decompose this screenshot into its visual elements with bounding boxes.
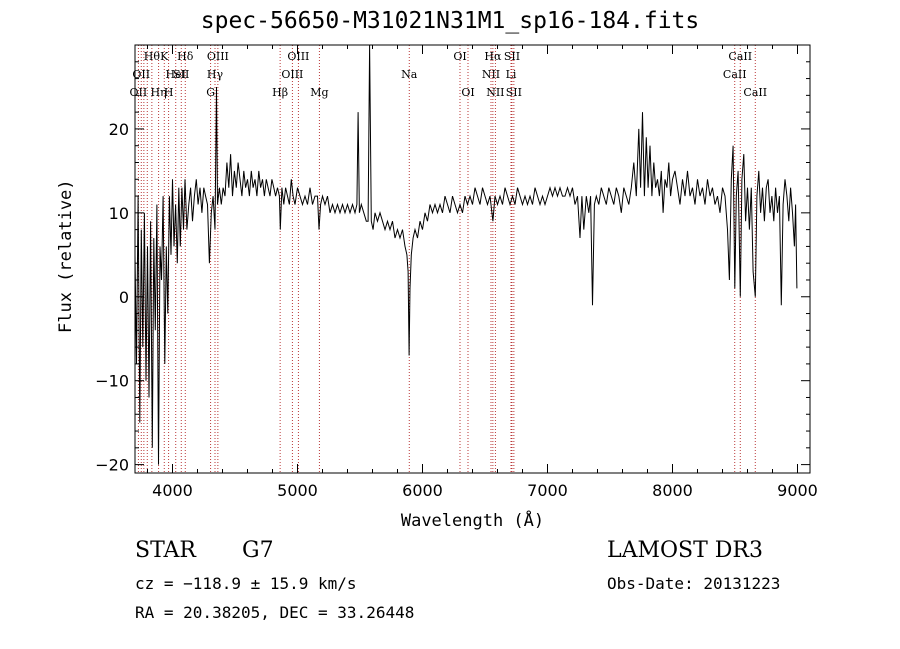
line-marker-label: HeI bbox=[166, 68, 186, 81]
y-tick-label: −10 bbox=[95, 372, 129, 391]
line-marker-label: Hθ bbox=[144, 50, 161, 63]
spectral-line-labels: OIIOIIHθHηKHHeISIIHδGHγOIIIHβOIIIOIIIMgN… bbox=[130, 50, 768, 99]
line-marker-label: OII bbox=[130, 86, 148, 99]
x-tick-label: 4000 bbox=[152, 481, 193, 500]
line-marker-label: H bbox=[164, 86, 174, 99]
spectrum-line bbox=[134, 44, 798, 465]
line-marker-label: G bbox=[206, 86, 215, 99]
x-axis-label: Wavelength (Å) bbox=[400, 511, 545, 531]
y-tick-label: 20 bbox=[109, 120, 129, 139]
redshift-text: cz = −118.9 ± 15.9 km/s bbox=[135, 574, 357, 593]
y-axis-label: Flux (relative) bbox=[56, 179, 76, 333]
line-marker-label: NII bbox=[482, 68, 500, 81]
line-marker-label: SII bbox=[506, 86, 522, 99]
line-marker-label: Mg bbox=[310, 86, 328, 99]
line-marker-label: OIII bbox=[207, 50, 229, 63]
survey-name: LAMOST DR3 bbox=[607, 538, 763, 563]
x-tick-label: 5000 bbox=[277, 481, 318, 500]
line-marker-label: SII bbox=[504, 50, 520, 63]
y-tick-label: 0 bbox=[119, 288, 129, 307]
y-tick-label: −20 bbox=[95, 456, 129, 475]
coordinates-text: RA = 20.38205, DEC = 33.26448 bbox=[135, 603, 415, 622]
object-class: STAR bbox=[135, 538, 196, 563]
line-marker-label: Hδ bbox=[177, 50, 194, 63]
line-marker-label: CaII bbox=[723, 68, 747, 81]
spectral-line-markers bbox=[137, 45, 756, 473]
line-marker-label: Hη bbox=[151, 86, 167, 99]
line-marker-label: SII bbox=[173, 68, 189, 81]
line-marker-label: OII bbox=[132, 68, 150, 81]
line-marker-label: CaII bbox=[728, 50, 752, 63]
x-tick-label: 6000 bbox=[402, 481, 443, 500]
x-tick-label: 8000 bbox=[652, 481, 693, 500]
line-marker-label: CaII bbox=[743, 86, 767, 99]
x-tick-label: 7000 bbox=[527, 481, 568, 500]
line-marker-label: OIII bbox=[281, 68, 303, 81]
line-marker-label: Na bbox=[401, 68, 418, 81]
line-marker-label: OIII bbox=[287, 50, 309, 63]
line-marker-label: Hβ bbox=[272, 86, 288, 99]
line-marker-label: NII bbox=[486, 86, 504, 99]
y-axis: −20 −10 0 10 20 bbox=[95, 61, 810, 475]
line-marker-label: K bbox=[160, 50, 169, 63]
plot-frame bbox=[134, 44, 811, 474]
line-marker-label: Hγ bbox=[207, 68, 224, 81]
y-tick-label: 10 bbox=[109, 204, 129, 223]
chart-title: spec-56650-M31021N31M1_sp16-184.fits bbox=[200, 8, 700, 34]
obs-date-text: Obs-Date: 20131223 bbox=[607, 574, 781, 593]
x-axis: 4000 5000 6000 7000 8000 9000 bbox=[147, 45, 818, 500]
line-marker-label: Hα bbox=[484, 50, 502, 63]
line-marker-label: OI bbox=[461, 86, 474, 99]
line-marker-label: OI bbox=[453, 50, 466, 63]
x-tick-label: 9000 bbox=[777, 481, 818, 500]
line-marker-label: Li bbox=[506, 68, 517, 81]
object-subclass: G7 bbox=[242, 538, 274, 563]
